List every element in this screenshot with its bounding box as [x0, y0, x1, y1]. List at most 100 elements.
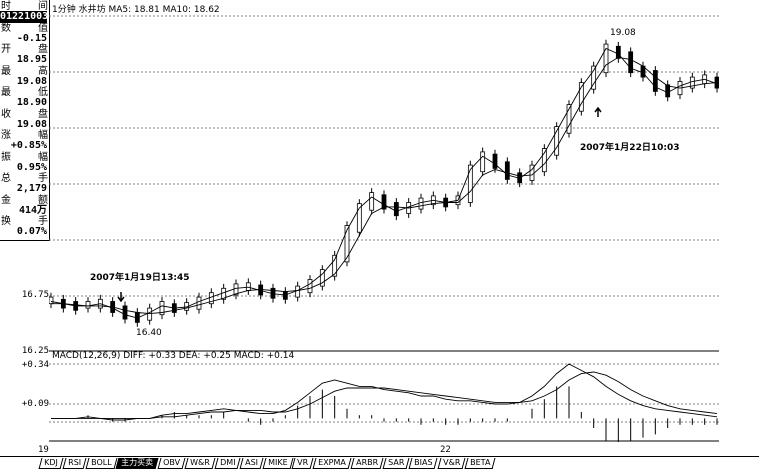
indicator-tab[interactable]: W&R	[184, 458, 216, 469]
indicator-tab-bar: KDJ RSI BOLL 主力买卖 OBV W&R DMI ASI MIKE VR EXPMA ARB…	[0, 456, 759, 469]
candle	[319, 269, 325, 287]
macd-label-034: +0.34	[21, 360, 49, 370]
info-value: 01221003	[0, 11, 49, 23]
info-value: 2,179	[16, 183, 47, 194]
info-label-right: 高	[38, 65, 48, 77]
info-label: 最高	[1, 66, 48, 78]
info-label-left: 金	[1, 194, 11, 206]
info-label-right: 值	[38, 22, 48, 34]
macd-dea-line	[51, 371, 718, 419]
info-label: 涨幅	[1, 130, 48, 142]
info-label-left: 换	[1, 216, 11, 227]
info-label: 金额	[1, 195, 48, 207]
indicator-tab[interactable]: RSI	[62, 458, 87, 469]
candle	[295, 285, 301, 298]
candle	[541, 148, 547, 173]
indicator-tab-label: ARBR	[356, 458, 379, 467]
info-label-left: 时	[1, 1, 11, 12]
candle	[245, 282, 251, 291]
macd-diff-line	[51, 363, 718, 421]
indicator-tab[interactable]: OBV	[157, 458, 186, 469]
indicator-tab[interactable]: KDJ	[38, 458, 64, 469]
indicator-tab-label: ASI	[245, 458, 259, 467]
info-label-right: 低	[38, 87, 48, 98]
info-label: 换手	[1, 216, 48, 228]
indicator-tab-label: VR	[297, 458, 309, 467]
indicator-tab-label: SAR	[388, 458, 405, 467]
indicator-tab[interactable]: DMI	[214, 458, 241, 469]
candle	[603, 43, 609, 74]
info-value: 19.08	[16, 118, 47, 130]
candle	[282, 291, 288, 300]
candle	[122, 305, 128, 320]
indicator-tab[interactable]: BOLL	[85, 458, 117, 469]
x-label-19: 19	[38, 445, 49, 455]
info-label-right: 间	[38, 1, 48, 12]
annotation-right-date: 2007年1月22日10:03	[580, 143, 680, 153]
info-value: 19.08	[16, 75, 47, 87]
indicator-tab-label: BETA	[470, 458, 491, 467]
arrow-up-icon	[594, 106, 602, 117]
price-label-1675: 16.75	[21, 290, 49, 300]
info-label: 数值	[1, 23, 48, 35]
indicator-tab-label: OBV	[163, 458, 181, 467]
candle	[554, 126, 560, 156]
info-label-right: 盘	[38, 44, 48, 55]
candle	[147, 307, 153, 321]
quote-info-panel: 时间 01221003 数值 -0.15 开盘 18.95 最高 19.08 最低 18.90 收盘…	[0, 0, 50, 241]
indicator-tab[interactable]: SAR	[382, 458, 410, 469]
candle	[381, 194, 387, 210]
candle	[492, 153, 498, 169]
candle	[628, 51, 634, 74]
chart-title: 1分钟 水井坊 MA5: 18.81 MA10: 18.62	[52, 5, 220, 15]
info-label-left: 振	[1, 151, 11, 163]
indicator-tab-label: DMI	[219, 458, 236, 467]
info-label: 最低	[1, 87, 48, 99]
info-value: -0.15	[16, 32, 47, 44]
indicator-tab[interactable]: EXPMA	[312, 458, 352, 469]
indicator-tab[interactable]: MIKE	[262, 458, 294, 469]
candle	[159, 301, 165, 316]
indicator-tab[interactable]: V&R	[437, 458, 466, 469]
candle	[307, 279, 313, 294]
indicator-tab-label: BOLL	[90, 458, 112, 467]
info-value: 18.90	[16, 97, 47, 108]
candle	[418, 197, 424, 210]
arrow-down-icon	[117, 292, 125, 303]
ma5-line	[50, 47, 718, 319]
info-label-left: 最	[1, 87, 11, 98]
info-label-left: 最	[1, 65, 11, 77]
price-chart-canvas[interactable]	[49, 0, 719, 442]
candle	[369, 192, 375, 211]
indicator-tab[interactable]: ARBR	[350, 458, 384, 469]
info-label: 收盘	[1, 109, 48, 121]
info-value: 18.95	[16, 54, 47, 65]
info-label-right: 幅	[38, 130, 48, 141]
indicator-tab[interactable]: BETA	[464, 458, 496, 469]
candle	[332, 254, 338, 277]
ma10-line	[51, 56, 718, 315]
price-label-1625: 16.25	[21, 346, 49, 356]
info-label-left: 数	[1, 22, 11, 34]
indicator-tab-label: MIKE	[268, 458, 288, 467]
candle	[85, 301, 91, 309]
info-label-right: 幅	[38, 151, 48, 163]
candle	[504, 161, 510, 180]
macd-label-009: +0.09	[21, 399, 49, 409]
indicator-tab-label: KDJ	[44, 458, 58, 467]
info-label-left: 总	[1, 173, 11, 184]
indicator-tab[interactable]: VR	[292, 458, 314, 469]
info-label: 开盘	[1, 44, 48, 56]
indicator-tab[interactable]: ASI	[239, 458, 264, 469]
info-label-right: 盘	[38, 108, 48, 120]
info-value: 0.07%	[16, 226, 47, 237]
info-label: 振幅	[1, 152, 48, 164]
candle	[652, 70, 658, 92]
indicator-tab[interactable]: 主力买卖	[115, 458, 159, 469]
info-value: 414万	[18, 204, 47, 216]
annotation-low-value: 16.40	[136, 328, 162, 338]
indicator-tab-label: BIAS	[414, 458, 433, 467]
indicator-tab-label: RSI	[67, 458, 81, 467]
indicator-tab[interactable]: BIAS	[408, 458, 439, 469]
